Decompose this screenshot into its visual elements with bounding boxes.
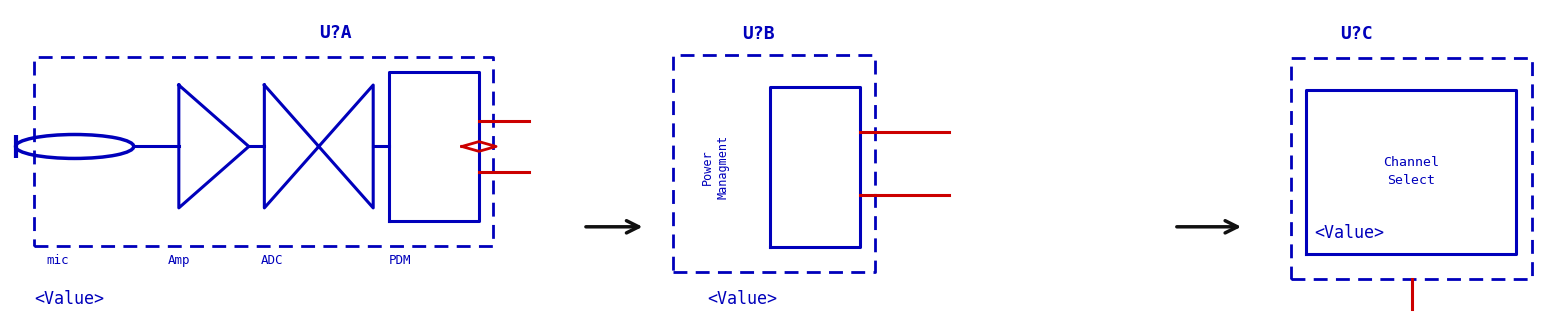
Text: <Value>: <Value> xyxy=(1314,224,1384,242)
Text: mic: mic xyxy=(47,254,68,266)
Text: <Value>: <Value> xyxy=(34,290,104,308)
Text: U?C: U?C xyxy=(1340,25,1373,43)
Text: PDM: PDM xyxy=(389,254,411,266)
Text: <Value>: <Value> xyxy=(708,290,778,308)
Text: U?A: U?A xyxy=(319,24,351,42)
Text: U?B: U?B xyxy=(742,25,774,43)
Text: Amp: Amp xyxy=(168,254,190,266)
Text: Channel
Select: Channel Select xyxy=(1382,156,1440,187)
Text: ADC: ADC xyxy=(261,254,283,266)
Text: Power
Managment: Power Managment xyxy=(701,135,729,199)
